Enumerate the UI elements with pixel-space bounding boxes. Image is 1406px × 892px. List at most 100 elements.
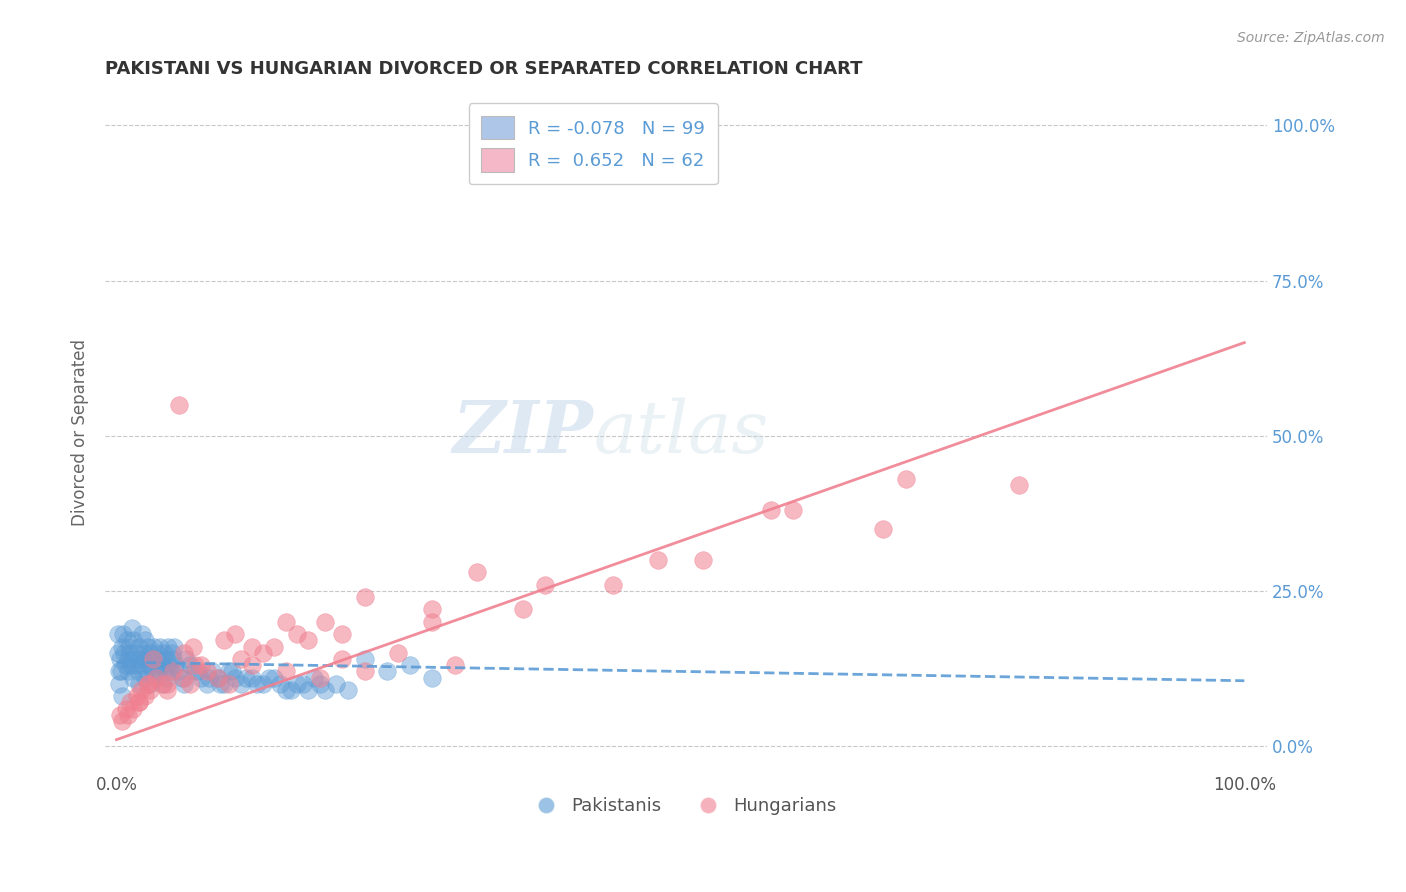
Point	[156, 683, 179, 698]
Point	[141, 652, 163, 666]
Point	[221, 665, 243, 679]
Point	[167, 665, 190, 679]
Point	[759, 503, 782, 517]
Point	[128, 677, 150, 691]
Point	[207, 671, 229, 685]
Point	[125, 646, 148, 660]
Point	[184, 658, 207, 673]
Point	[115, 633, 138, 648]
Point	[148, 665, 170, 679]
Point	[131, 683, 153, 698]
Point	[198, 671, 221, 685]
Point	[146, 646, 169, 660]
Point	[121, 621, 143, 635]
Point	[114, 658, 136, 673]
Point	[190, 671, 212, 685]
Point	[139, 683, 162, 698]
Point	[179, 677, 201, 691]
Point	[134, 633, 156, 648]
Point	[145, 671, 167, 685]
Point	[170, 671, 193, 685]
Point	[285, 627, 308, 641]
Point	[173, 646, 195, 660]
Point	[110, 665, 132, 679]
Point	[122, 701, 145, 715]
Text: atlas: atlas	[593, 397, 769, 467]
Point	[212, 677, 235, 691]
Point	[114, 701, 136, 715]
Point	[263, 671, 285, 685]
Point	[602, 577, 624, 591]
Point	[132, 646, 155, 660]
Point	[420, 615, 443, 629]
Point	[159, 665, 181, 679]
Point	[107, 646, 129, 660]
Text: PAKISTANI VS HUNGARIAN DIVORCED OR SEPARATED CORRELATION CHART: PAKISTANI VS HUNGARIAN DIVORCED OR SEPAR…	[105, 60, 863, 78]
Point	[117, 652, 139, 666]
Point	[160, 646, 183, 660]
Point	[207, 671, 229, 685]
Point	[181, 640, 204, 654]
Point	[111, 714, 134, 728]
Point	[444, 658, 467, 673]
Point	[165, 658, 187, 673]
Point	[274, 683, 297, 698]
Point	[235, 671, 257, 685]
Point	[782, 503, 804, 517]
Point	[112, 627, 135, 641]
Point	[467, 565, 489, 579]
Point	[157, 640, 180, 654]
Point	[187, 665, 209, 679]
Point	[195, 665, 218, 679]
Point	[387, 646, 409, 660]
Point	[179, 658, 201, 673]
Point	[124, 658, 146, 673]
Point	[224, 627, 246, 641]
Point	[297, 683, 319, 698]
Point	[136, 677, 159, 691]
Point	[134, 690, 156, 704]
Point	[894, 472, 917, 486]
Point	[148, 652, 170, 666]
Point	[190, 658, 212, 673]
Point	[139, 677, 162, 691]
Point	[156, 671, 179, 685]
Point	[142, 640, 165, 654]
Point	[136, 677, 159, 691]
Point	[111, 690, 134, 704]
Legend: Pakistanis, Hungarians: Pakistanis, Hungarians	[529, 790, 844, 822]
Point	[131, 627, 153, 641]
Text: ZIP: ZIP	[453, 397, 593, 468]
Point	[152, 677, 174, 691]
Point	[269, 677, 291, 691]
Point	[398, 658, 420, 673]
Point	[112, 646, 135, 660]
Point	[136, 640, 159, 654]
Point	[128, 640, 150, 654]
Point	[420, 671, 443, 685]
Point	[252, 646, 274, 660]
Point	[274, 615, 297, 629]
Point	[142, 665, 165, 679]
Point	[118, 695, 141, 709]
Point	[240, 658, 263, 673]
Point	[257, 671, 280, 685]
Point	[1008, 478, 1031, 492]
Point	[117, 665, 139, 679]
Point	[108, 707, 131, 722]
Point	[111, 640, 134, 654]
Point	[218, 677, 240, 691]
Point	[134, 671, 156, 685]
Point	[118, 646, 141, 660]
Point	[128, 695, 150, 709]
Point	[252, 677, 274, 691]
Point	[353, 665, 375, 679]
Point	[122, 671, 145, 685]
Point	[153, 646, 176, 660]
Point	[135, 652, 157, 666]
Point	[229, 652, 252, 666]
Point	[325, 677, 347, 691]
Point	[117, 707, 139, 722]
Point	[240, 640, 263, 654]
Point	[872, 522, 894, 536]
